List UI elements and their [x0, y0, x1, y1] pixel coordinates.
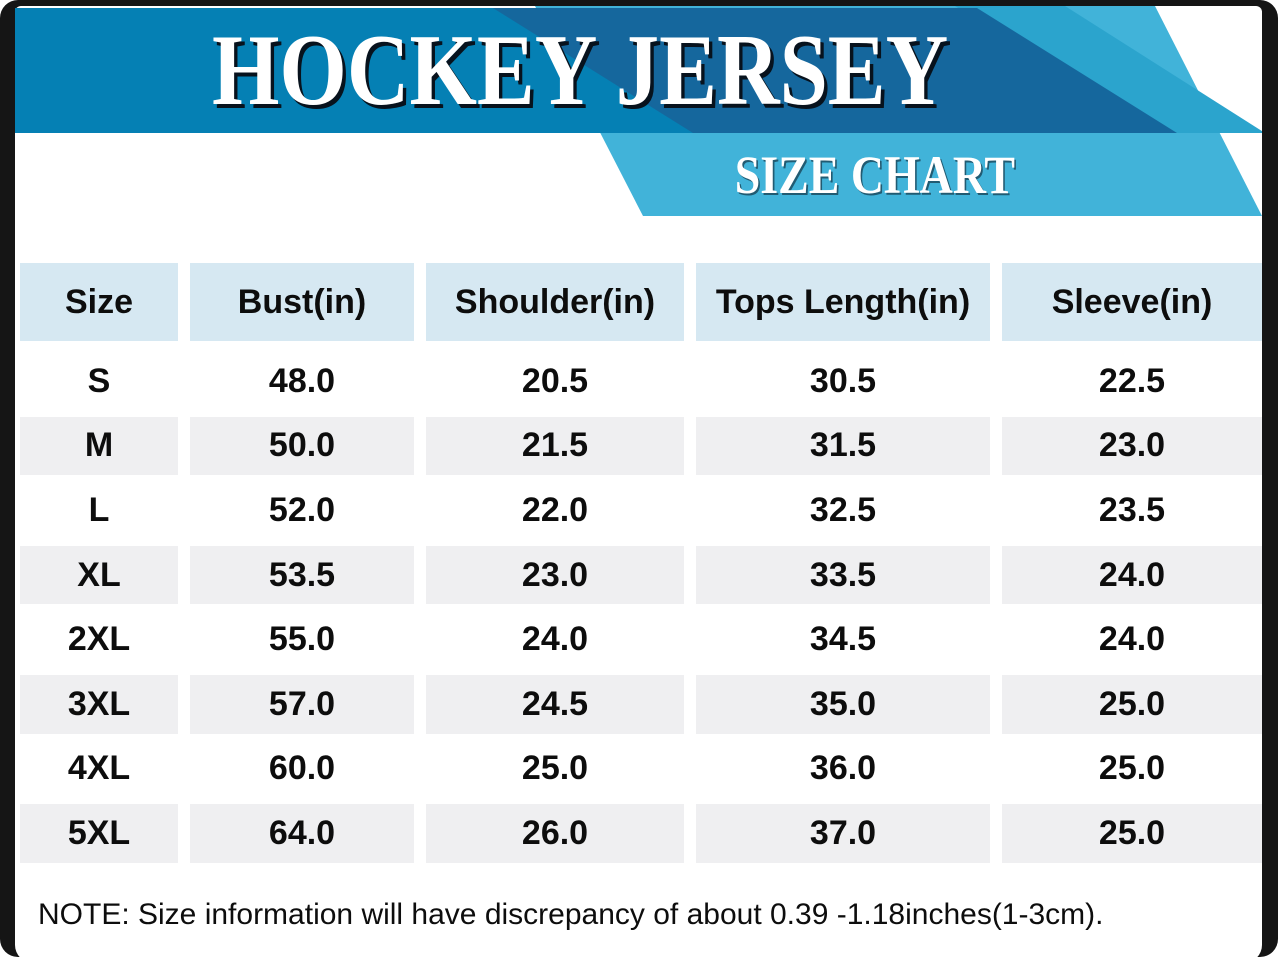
cell-bust: 64.0 [190, 801, 414, 866]
cell-size: L [88, 490, 110, 529]
table-row: M 50.0 21.5 31.5 23.0 [15, 413, 1262, 479]
cell-shoulder: 25.0 [521, 749, 589, 788]
table-row: 4XL 60.0 25.0 36.0 25.0 [15, 737, 1262, 802]
cell-tops-length: 32.5 [809, 490, 877, 529]
cell-shoulder: 22.0 [521, 490, 589, 529]
cell-shoulder: 20.5 [521, 361, 589, 400]
cell-sleeve: 22.5 [1098, 361, 1166, 400]
cell-shoulder: 23.0 [426, 542, 684, 608]
cell-sleeve: 25.0 [1002, 801, 1262, 866]
cell-tops-length: 30.5 [809, 361, 877, 400]
column-header-bust: Bust(in) [190, 263, 414, 341]
table-row: 2XL 55.0 24.0 34.5 24.0 [15, 607, 1262, 672]
cell-shoulder: 24.5 [426, 671, 684, 737]
header-banner: HOCKEY JERSEY SIZE CHART [15, 6, 1262, 221]
cell-bust: 50.0 [190, 413, 414, 479]
column-header-shoulder: Shoulder(in) [426, 263, 684, 341]
table-row: S 48.0 20.5 30.5 22.5 [15, 349, 1262, 414]
cell-tops-length: 36.0 [809, 749, 877, 788]
table-header-row: Size Bust(in) Shoulder(in) Tops Length(i… [15, 263, 1262, 341]
cell-sleeve: 23.5 [1098, 490, 1166, 529]
cell-bust: 55.0 [268, 620, 336, 659]
cell-bust: 52.0 [268, 490, 336, 529]
cell-sleeve: 25.0 [1002, 671, 1262, 737]
cell-size: 4XL [67, 749, 131, 788]
size-table: Size Bust(in) Shoulder(in) Tops Length(i… [15, 263, 1262, 866]
table-row: 5XL 64.0 26.0 37.0 25.0 [15, 801, 1262, 866]
page-subtitle-wrap: SIZE CHART [575, 133, 1175, 217]
column-header-sleeve: Sleeve(in) [1002, 263, 1262, 341]
cell-tops-length: 33.5 [696, 542, 990, 608]
page-title-wrap: HOCKEY JERSEY [15, 8, 1145, 133]
cell-sleeve: 25.0 [1098, 749, 1166, 788]
cell-sleeve: 24.0 [1002, 542, 1262, 608]
cell-bust: 48.0 [268, 361, 336, 400]
page-subtitle: SIZE CHART [734, 145, 1016, 205]
cell-size: 3XL [20, 671, 178, 737]
cell-tops-length: 37.0 [696, 801, 990, 866]
size-chart-card: HOCKEY JERSEY SIZE CHART Size Bust(in) S… [15, 6, 1262, 963]
page-title: HOCKEY JERSEY [211, 13, 949, 127]
cell-sleeve: 24.0 [1098, 620, 1166, 659]
cell-shoulder: 21.5 [426, 413, 684, 479]
cell-size: XL [20, 542, 178, 608]
cell-sleeve: 23.0 [1002, 413, 1262, 479]
table-row: XL 53.5 23.0 33.5 24.0 [15, 542, 1262, 608]
table-row: L 52.0 22.0 32.5 23.5 [15, 478, 1262, 543]
note-text: NOTE: Size information will have discrep… [38, 898, 1104, 931]
cell-tops-length: 31.5 [696, 413, 990, 479]
cell-tops-length: 34.5 [809, 620, 877, 659]
cell-shoulder: 26.0 [426, 801, 684, 866]
cell-bust: 57.0 [190, 671, 414, 737]
cell-size: S [87, 361, 111, 400]
table-body: S 48.0 20.5 30.5 22.5 M 50.0 21.5 31.5 23.0 L 52.0 2… [15, 349, 1262, 866]
cell-tops-length: 35.0 [696, 671, 990, 737]
column-header-size: Size [20, 263, 178, 341]
cell-shoulder: 24.0 [521, 620, 589, 659]
cell-bust: 53.5 [190, 542, 414, 608]
cell-size: 5XL [20, 801, 178, 866]
cell-bust: 60.0 [268, 749, 336, 788]
cell-size: 2XL [67, 620, 131, 659]
cell-size: M [20, 413, 178, 479]
column-header-tops-length: Tops Length(in) [696, 263, 990, 341]
table-row: 3XL 57.0 24.5 35.0 25.0 [15, 671, 1262, 737]
